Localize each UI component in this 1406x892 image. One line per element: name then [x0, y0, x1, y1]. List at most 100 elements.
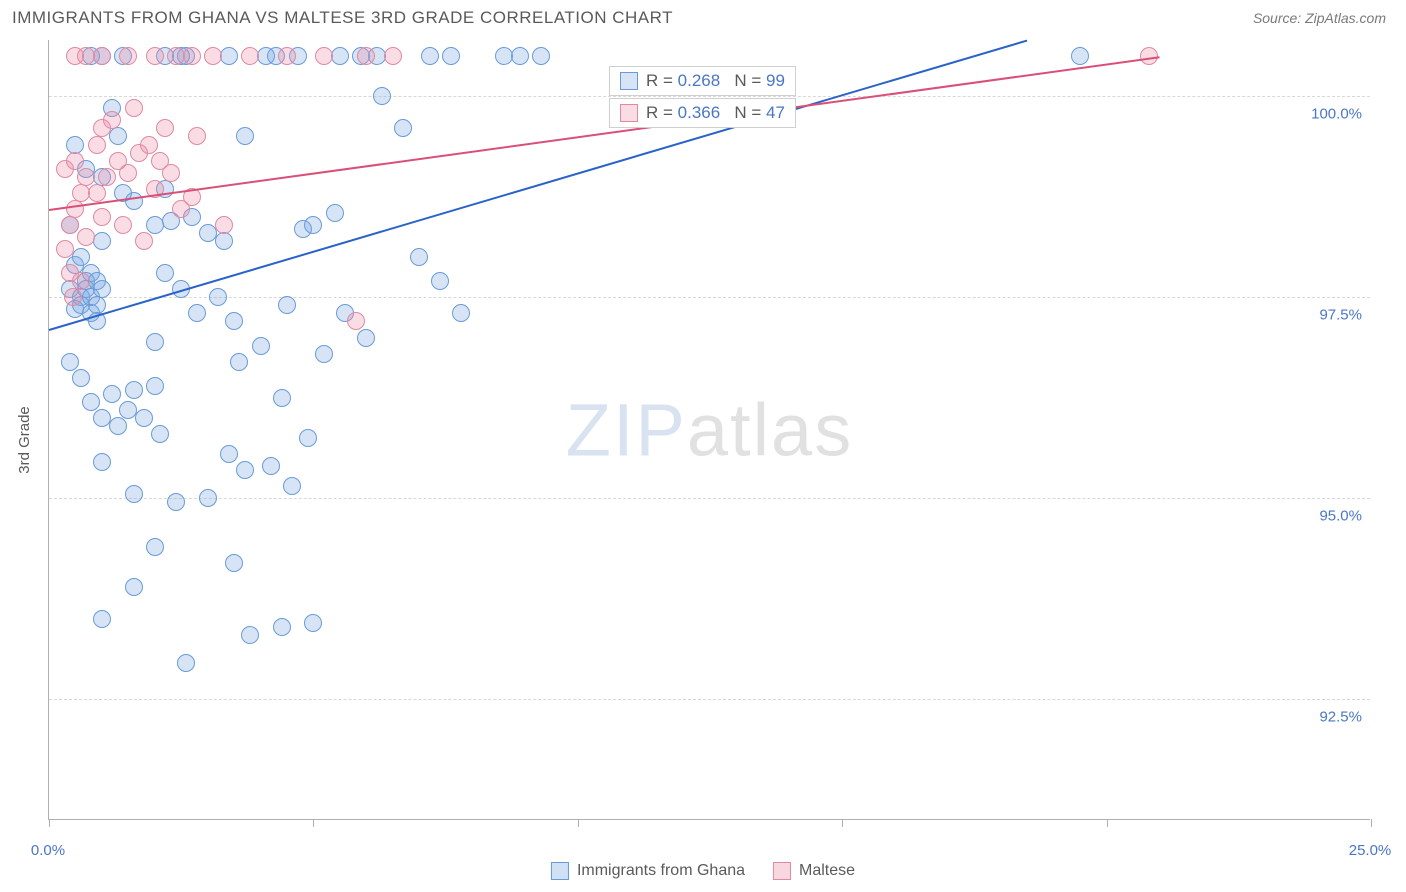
scatter-marker — [442, 47, 460, 65]
chart-title: IMMIGRANTS FROM GHANA VS MALTESE 3RD GRA… — [12, 8, 673, 28]
scatter-marker — [262, 457, 280, 475]
scatter-marker — [103, 111, 121, 129]
scatter-marker — [56, 240, 74, 258]
y-axis-title: 3rd Grade — [16, 406, 33, 474]
scatter-marker — [93, 47, 111, 65]
scatter-marker — [93, 610, 111, 628]
legend-swatch — [551, 862, 569, 880]
scatter-marker — [156, 119, 174, 137]
x-tick — [49, 819, 50, 827]
scatter-marker — [66, 152, 84, 170]
legend-swatch — [620, 72, 638, 90]
scatter-marker — [278, 47, 296, 65]
scatter-marker — [225, 312, 243, 330]
scatter-marker — [278, 296, 296, 314]
scatter-marker — [93, 280, 111, 298]
scatter-marker — [88, 136, 106, 154]
watermark: ZIPatlas — [566, 387, 853, 472]
scatter-marker — [64, 288, 82, 306]
scatter-marker — [304, 216, 322, 234]
scatter-marker — [177, 654, 195, 672]
y-tick-label: 100.0% — [1311, 106, 1362, 123]
chart-plot-area: ZIPatlas 92.5%95.0%97.5%100.0%R = 0.268 … — [48, 40, 1370, 820]
scatter-marker — [140, 136, 158, 154]
scatter-marker — [77, 228, 95, 246]
scatter-marker — [72, 369, 90, 387]
correlation-legend-row: R = 0.366 N = 47 — [609, 98, 796, 128]
correlation-legend-row: R = 0.268 N = 99 — [609, 66, 796, 96]
scatter-marker — [215, 232, 233, 250]
x-tick — [1107, 819, 1108, 827]
scatter-marker — [93, 208, 111, 226]
bottom-legend-item: Maltese — [773, 862, 855, 880]
gridline-h — [49, 699, 1370, 700]
legend-stats-text: R = 0.366 N = 47 — [646, 103, 785, 123]
x-tick-label: 0.0% — [31, 842, 65, 859]
x-tick — [1371, 819, 1372, 827]
scatter-marker — [209, 288, 227, 306]
scatter-marker — [146, 538, 164, 556]
scatter-marker — [93, 453, 111, 471]
scatter-marker — [220, 445, 238, 463]
scatter-marker — [326, 204, 344, 222]
scatter-marker — [225, 554, 243, 572]
scatter-marker — [151, 425, 169, 443]
scatter-marker — [61, 216, 79, 234]
scatter-marker — [273, 389, 291, 407]
scatter-marker — [98, 168, 116, 186]
scatter-marker — [331, 47, 349, 65]
x-tick — [313, 819, 314, 827]
scatter-marker — [410, 248, 428, 266]
scatter-marker — [135, 232, 153, 250]
scatter-marker — [125, 578, 143, 596]
x-tick — [842, 819, 843, 827]
scatter-marker — [511, 47, 529, 65]
scatter-marker — [357, 329, 375, 347]
scatter-marker — [66, 200, 84, 218]
scatter-marker — [1071, 47, 1089, 65]
scatter-marker — [431, 272, 449, 290]
legend-swatch — [620, 104, 638, 122]
scatter-marker — [125, 485, 143, 503]
scatter-marker — [146, 47, 164, 65]
y-tick-label: 95.0% — [1319, 508, 1362, 525]
scatter-marker — [167, 493, 185, 511]
gridline-h — [49, 498, 1370, 499]
trendline — [49, 40, 1028, 331]
scatter-marker — [373, 87, 391, 105]
scatter-marker — [452, 304, 470, 322]
scatter-marker — [283, 477, 301, 495]
scatter-marker — [77, 47, 95, 65]
chart-source: Source: ZipAtlas.com — [1253, 10, 1386, 26]
scatter-marker — [125, 192, 143, 210]
scatter-marker — [77, 168, 95, 186]
scatter-marker — [220, 47, 238, 65]
scatter-marker — [241, 626, 259, 644]
gridline-h — [49, 297, 1370, 298]
bottom-legend-item: Immigrants from Ghana — [551, 862, 745, 880]
scatter-marker — [347, 312, 365, 330]
scatter-marker — [109, 417, 127, 435]
scatter-marker — [304, 614, 322, 632]
scatter-marker — [103, 385, 121, 403]
legend-stats-text: R = 0.268 N = 99 — [646, 71, 785, 91]
scatter-marker — [273, 618, 291, 636]
y-tick-label: 92.5% — [1319, 709, 1362, 726]
scatter-marker — [188, 127, 206, 145]
scatter-marker — [257, 47, 275, 65]
scatter-marker — [241, 47, 259, 65]
watermark-part2: atlas — [687, 388, 853, 471]
scatter-marker — [230, 353, 248, 371]
scatter-marker — [204, 47, 222, 65]
x-tick — [578, 819, 579, 827]
scatter-marker — [125, 381, 143, 399]
scatter-marker — [384, 47, 402, 65]
scatter-marker — [236, 127, 254, 145]
scatter-marker — [188, 304, 206, 322]
scatter-marker — [156, 264, 174, 282]
bottom-legend: Immigrants from Ghana Maltese — [551, 862, 855, 880]
bottom-legend-label: Maltese — [799, 862, 855, 880]
scatter-marker — [61, 353, 79, 371]
scatter-marker — [236, 461, 254, 479]
chart-header: IMMIGRANTS FROM GHANA VS MALTESE 3RD GRA… — [0, 0, 1406, 32]
